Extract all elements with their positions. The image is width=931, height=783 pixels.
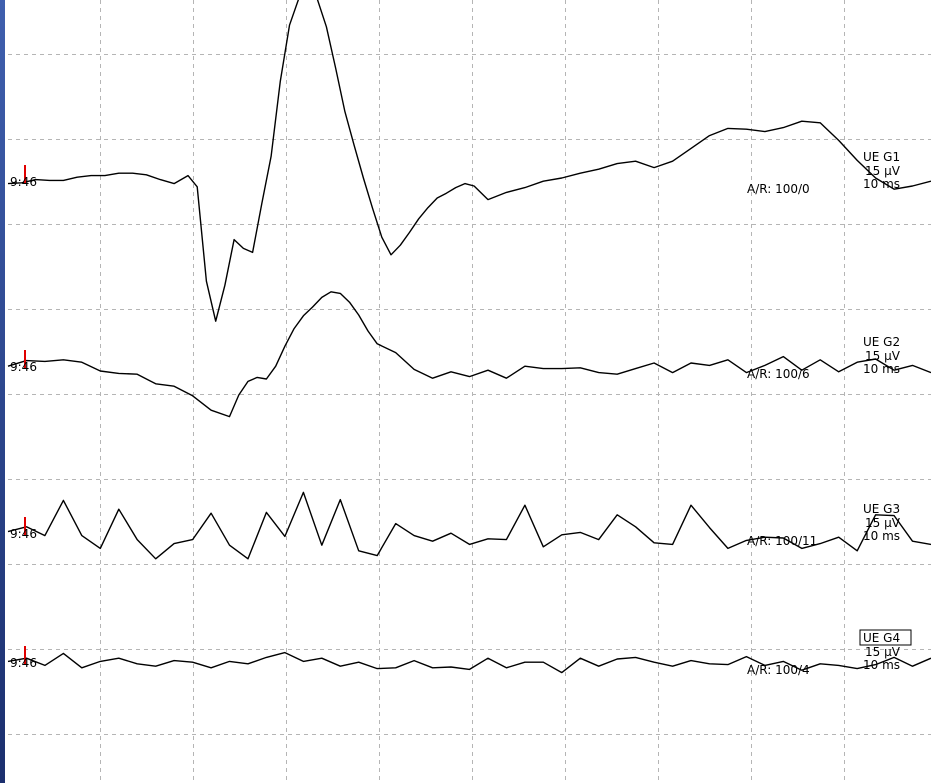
ar-label: A/R: 100/11 (747, 534, 817, 548)
sweep-label: 10 ms (863, 529, 900, 543)
trace-time-label: 9:46 (10, 360, 37, 374)
trace-time-label: 9:46 (10, 527, 37, 541)
waveform-line (7, 0, 931, 322)
waveform-line (7, 291, 931, 418)
sweep-label: 10 ms (863, 177, 900, 191)
trace-name-label[interactable]: UE G1 (863, 150, 900, 164)
sweep-label: 10 ms (863, 658, 900, 672)
trace-time-label: 9:46 (10, 175, 37, 189)
selected-trace-box (859, 629, 912, 646)
sensitivity-label: 15 µV (865, 645, 901, 659)
sweep-label: 10 ms (863, 362, 900, 376)
sensitivity-label: 15 µV (865, 164, 901, 178)
trace-name-label[interactable]: UE G3 (863, 502, 900, 516)
trace-time-label: 9:46 (10, 656, 37, 670)
sensitivity-label: 15 µV (865, 349, 901, 363)
waveform-line (7, 651, 931, 674)
waveform-line (7, 491, 931, 560)
ar-label: A/R: 100/0 (747, 182, 810, 196)
trace-name-label[interactable]: UE G4 (863, 631, 900, 645)
trace-name-label[interactable]: UE G2 (863, 335, 900, 349)
ar-label: A/R: 100/6 (747, 367, 810, 381)
sensitivity-label: 15 µV (865, 516, 901, 530)
window-left-edge (0, 0, 5, 783)
ar-label: A/R: 100/4 (747, 663, 810, 677)
